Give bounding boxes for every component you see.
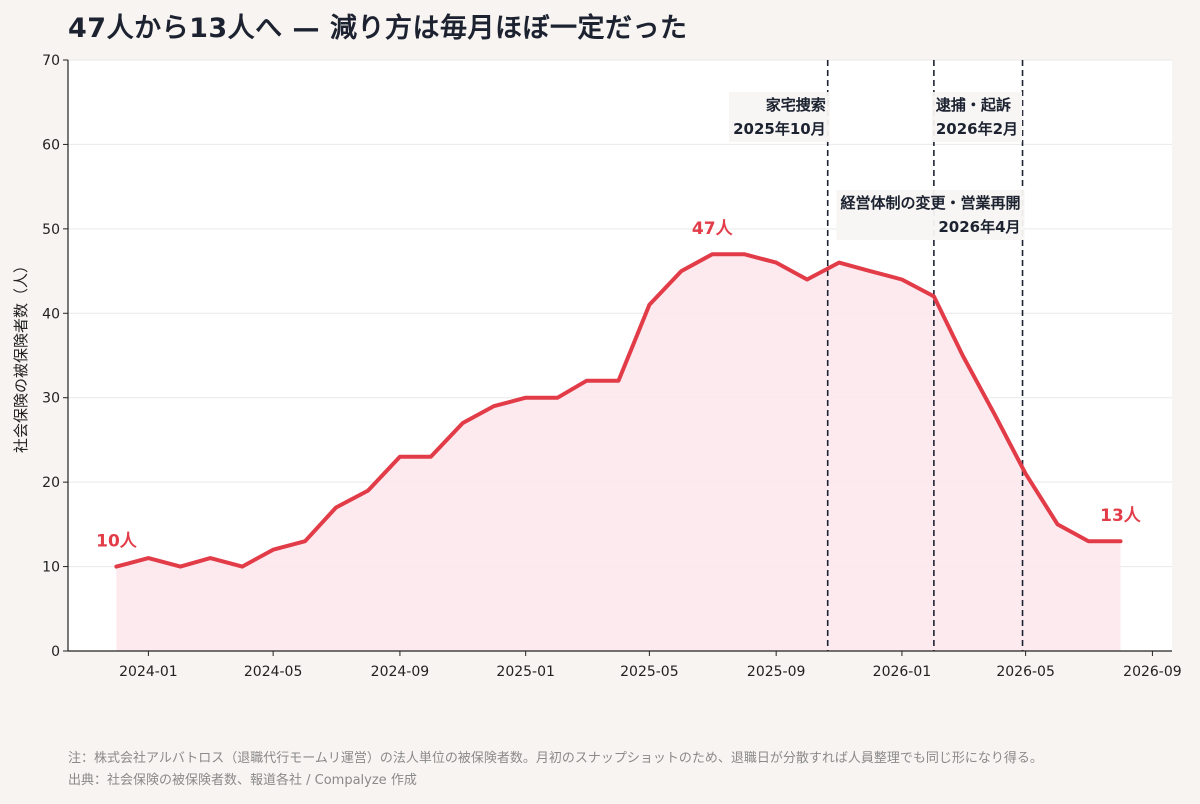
x-tick-label: 2025-01 (496, 664, 555, 680)
event-lines (826, 60, 1024, 651)
y-tick-label: 50 (42, 222, 60, 238)
series-line (114, 252, 1123, 569)
x-tick-label: 2025-09 (747, 664, 806, 680)
x-tick-label: 2024-01 (119, 664, 178, 680)
x-tick-label: 2024-05 (244, 664, 303, 680)
annotation-box (729, 92, 830, 142)
annotation-text: 逮捕・起訴 (936, 96, 1011, 114)
note-text: 注：株式会社アルバトロス（退職代行モームリ運営）の法人単位の被保険者数。月初のス… (68, 751, 1043, 766)
annotation-text: 経営体制の変更・営業再開 (841, 194, 1021, 212)
annotation-text: 2026年2月 (936, 120, 1018, 138)
area-fill (116, 254, 1121, 651)
x-tick-label: 2025-05 (620, 664, 679, 680)
annotation-text: 2025年10月 (733, 120, 826, 138)
chart-title: 47人から13人へ — 減り方は毎月ほぼ一定だった (68, 13, 688, 44)
event-annotation: 逮捕・起訴 2026年2月 (931, 92, 1023, 142)
annotation-text: 家宅捜索 (766, 96, 826, 114)
x-tick-label: 2024-09 (371, 664, 430, 680)
annotation-box (836, 190, 1025, 240)
data-labels: 10人 47人 13人 (96, 219, 1142, 552)
y-tick-label: 0 (51, 644, 60, 660)
y-tick-label: 40 (42, 306, 60, 322)
y-axis-label: 社会保険の被保険者数（人） (12, 258, 30, 453)
tick-labels: 0 10 20 30 40 50 60 70 2024-01 2024-05 2024-09 2025… (42, 53, 1181, 680)
y-tick-label: 20 (42, 475, 60, 491)
annotation-text: 2026年4月 (938, 218, 1020, 236)
area-chart: 0 10 20 30 40 50 60 70 2024-01 2024-05 2024-09 2025… (12, 53, 1182, 680)
event-annotation: 家宅捜索 2025年10月 (729, 92, 830, 142)
source-text: 出典：社会保険の被保険者数、報道各社 / Compalyze 作成 (68, 773, 417, 788)
point-label: 13人 (1100, 506, 1142, 526)
y-tick-label: 70 (42, 53, 60, 69)
x-tick-label: 2026-09 (1123, 664, 1182, 680)
point-label: 10人 (96, 532, 138, 552)
point-label: 47人 (692, 219, 734, 239)
x-tick-label: 2026-05 (996, 664, 1055, 680)
footnotes: 注：株式会社アルバトロス（退職代行モームリ運営）の法人単位の被保険者数。月初のス… (68, 748, 1043, 792)
y-tick-label: 10 (42, 560, 60, 576)
annotation-box (931, 92, 1023, 142)
event-annotation: 経営体制の変更・営業再開 2026年4月 (836, 190, 1025, 240)
axes (63, 59, 1172, 656)
y-tick-label: 60 (42, 137, 60, 153)
y-tick-label: 30 (42, 391, 60, 407)
x-tick-label: 2026-01 (873, 664, 932, 680)
